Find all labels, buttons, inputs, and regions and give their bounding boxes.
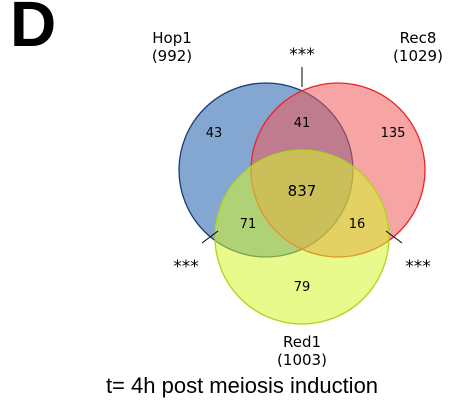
rec8-set-total: (1029) — [393, 47, 443, 65]
rec8-red1-count: 16 — [349, 217, 366, 232]
red1-set-name: Red1 — [283, 333, 321, 351]
hop1-red1-significance-tick — [201, 230, 219, 244]
red1-circle — [214, 149, 390, 325]
hop1-rec8-significance: *** — [289, 45, 315, 65]
figure-caption: t= 4h post meiosis induction — [105, 373, 379, 398]
all-three-count: 837 — [288, 182, 317, 200]
hop1-set-total: (992) — [152, 47, 192, 65]
red1-set-total: (1003) — [277, 351, 327, 369]
hop1-only-count: 43 — [206, 126, 223, 141]
rec8-set-name: Rec8 — [400, 29, 437, 47]
rec8-red1-significance-tick — [385, 230, 403, 244]
panel-letter: D — [10, 0, 57, 60]
hop1-set-name: Hop1 — [152, 29, 192, 47]
hop1-red1-significance: *** — [173, 257, 199, 277]
red1-only-count: 79 — [294, 280, 311, 295]
rec8-only-count: 135 — [381, 126, 406, 141]
rec8-red1-significance: *** — [405, 257, 431, 277]
hop1-red1-count: 71 — [240, 217, 257, 232]
hop1-rec8-count: 41 — [294, 116, 311, 131]
